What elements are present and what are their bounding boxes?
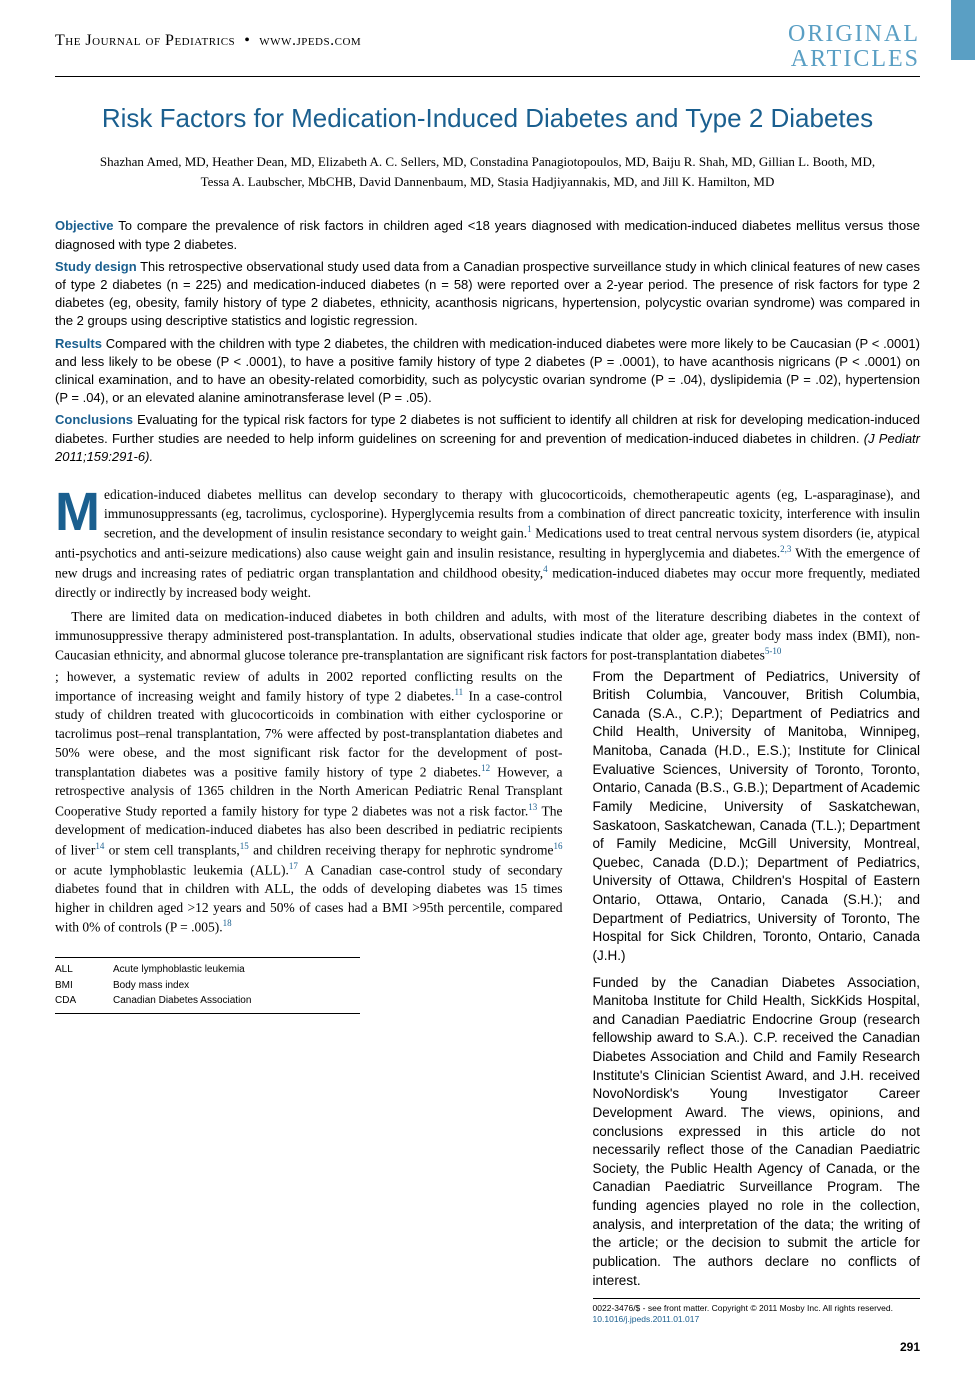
p2f: or stem cell transplants,	[104, 842, 239, 857]
abbr-key: BMI	[55, 979, 95, 993]
copyright-block: 0022-3476/$ - see front matter. Copyrigh…	[593, 1298, 920, 1325]
doi-link[interactable]: 10.1016/j.jpeds.2011.01.017	[593, 1314, 700, 1324]
results-label: Results	[55, 336, 102, 351]
abstract: Objective To compare the prevalence of r…	[55, 217, 920, 465]
design-text: This retrospective observational study u…	[55, 259, 920, 329]
dropcap: M	[55, 486, 104, 536]
journal-title: The Journal of Pediatrics	[55, 32, 235, 49]
ref-2-3[interactable]: 2,3	[780, 544, 791, 554]
article-title: Risk Factors for Medication-Induced Diab…	[55, 101, 920, 136]
ref-5-10[interactable]: 5-10	[765, 646, 782, 656]
objective-text: To compare the prevalence of risk factor…	[55, 218, 920, 251]
page-header: The Journal of Pediatrics • www.jpeds.co…	[55, 30, 920, 77]
journal-name: The Journal of Pediatrics • www.jpeds.co…	[55, 30, 361, 52]
table-row: BMI Body mass index	[55, 978, 360, 994]
body-para-2-top: There are limited data on medication-ind…	[55, 608, 920, 665]
conclusions-text: Evaluating for the typical risk factors …	[55, 412, 920, 445]
two-column-region: ; however, a systematic review of adults…	[55, 668, 920, 1326]
ref-15[interactable]: 15	[240, 841, 249, 851]
ref-16[interactable]: 16	[554, 841, 563, 851]
section-label: ORIGINAL ARTICLES	[788, 22, 920, 72]
design-label: Study design	[55, 259, 137, 274]
conclusions-label: Conclusions	[55, 412, 133, 427]
ref-13[interactable]: 13	[528, 802, 537, 812]
right-column: From the Department of Pediatrics, Unive…	[593, 668, 920, 1326]
funding-statement: Funded by the Canadian Diabetes Associat…	[593, 974, 920, 1291]
ref-18[interactable]: 18	[223, 918, 232, 928]
abbr-value: Canadian Diabetes Association	[113, 994, 251, 1008]
body-para-1: Medication-induced diabetes mellitus can…	[55, 486, 920, 602]
abbreviations-table: ALL Acute lymphoblastic leukemia BMI Bod…	[55, 957, 360, 1014]
ref-11[interactable]: 11	[454, 687, 463, 697]
abstract-design: Study design This retrospective observat…	[55, 258, 920, 331]
affiliations: From the Department of Pediatrics, Unive…	[593, 668, 920, 966]
table-row: ALL Acute lymphoblastic leukemia	[55, 962, 360, 978]
abbr-value: Body mass index	[113, 979, 189, 993]
p2g: and children receiving therapy for nephr…	[249, 842, 554, 857]
ref-12[interactable]: 12	[481, 763, 490, 773]
section-label-wrap: ORIGINAL ARTICLES	[788, 30, 920, 72]
p2h: or acute lymphoblastic leukemia (ALL).	[55, 862, 289, 877]
body-para-2-cont: ; however, a systematic review of adults…	[55, 668, 563, 938]
journal-site: www.jpeds.com	[259, 32, 361, 49]
accent-bar	[951, 0, 975, 60]
abstract-conclusions: Conclusions Evaluating for the typical r…	[55, 411, 920, 466]
p2a: There are limited data on medication-ind…	[55, 609, 920, 663]
abbr-value: Acute lymphoblastic leukemia	[113, 963, 245, 977]
left-column: ; however, a systematic review of adults…	[55, 668, 563, 1014]
results-text: Compared with the children with type 2 d…	[55, 336, 920, 406]
abstract-results: Results Compared with the children with …	[55, 335, 920, 408]
body-text: Medication-induced diabetes mellitus can…	[55, 486, 920, 1325]
section-line2: ARTICLES	[791, 46, 920, 72]
para2-wrap: There are limited data on medication-ind…	[55, 608, 920, 665]
abbr-key: CDA	[55, 994, 95, 1008]
section-line1: ORIGINAL	[788, 21, 920, 47]
author-list: Shazhan Amed, MD, Heather Dean, MD, Eliz…	[55, 152, 920, 191]
page-number: 291	[55, 1339, 920, 1355]
abbr-key: ALL	[55, 963, 95, 977]
ref-17[interactable]: 17	[289, 861, 298, 871]
ref-14[interactable]: 14	[95, 841, 104, 851]
objective-label: Objective	[55, 218, 114, 233]
table-row: CDA Canadian Diabetes Association	[55, 993, 360, 1009]
abstract-objective: Objective To compare the prevalence of r…	[55, 217, 920, 253]
